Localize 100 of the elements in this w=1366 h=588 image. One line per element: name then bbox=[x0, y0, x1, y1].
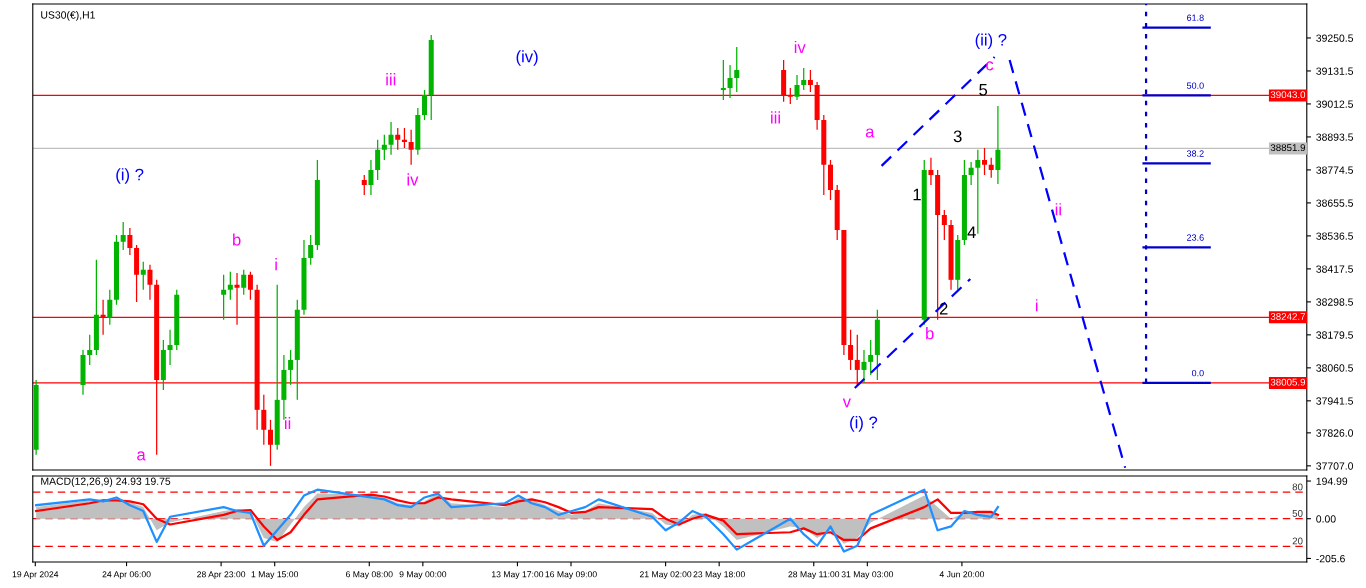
candlestick bbox=[928, 157, 934, 186]
annotation: 2 bbox=[939, 302, 948, 315]
candlestick bbox=[868, 339, 874, 376]
candlestick bbox=[221, 274, 227, 321]
x-tick-label: 1 May 15:00 bbox=[251, 571, 299, 580]
x-tick-label: 28 May 11:00 bbox=[788, 571, 840, 580]
annotation: (iv) bbox=[516, 50, 538, 66]
candlestick bbox=[388, 121, 394, 156]
y-tick-label: 37707.0 bbox=[1316, 462, 1354, 470]
candlestick bbox=[308, 234, 314, 266]
annotation: 80 bbox=[1292, 483, 1303, 491]
x-tick-label: 4 Jun 20:00 bbox=[939, 571, 985, 578]
y-tick-label: 39131.5 bbox=[1316, 67, 1354, 75]
candlestick bbox=[261, 394, 267, 446]
annotation: a bbox=[137, 451, 146, 461]
candlestick bbox=[801, 67, 807, 91]
candlestick bbox=[227, 271, 233, 301]
y-tick-label: 194.99 bbox=[1316, 477, 1348, 485]
candlestick bbox=[975, 149, 981, 235]
y-tick-label: 38893.5 bbox=[1316, 133, 1354, 141]
x-tick-label: 19 Apr 2024 bbox=[12, 571, 59, 580]
ref-line-label: 39043.0 bbox=[1270, 91, 1306, 99]
x-tick-label: 16 May 09:00 bbox=[545, 571, 597, 580]
candlestick bbox=[807, 69, 813, 93]
annotation: (ii) ? bbox=[975, 33, 1007, 50]
candlestick bbox=[381, 134, 387, 161]
candlestick bbox=[982, 147, 988, 176]
candlestick bbox=[147, 264, 153, 301]
x-tick-label: 21 May 02:00 bbox=[639, 571, 692, 580]
candlestick bbox=[794, 74, 800, 101]
candlestick bbox=[395, 127, 401, 151]
candlestick bbox=[848, 329, 854, 371]
annotation: b bbox=[233, 233, 241, 246]
line-series bbox=[35, 488, 1000, 553]
y-tick-label: 39012.5 bbox=[1316, 100, 1354, 108]
annotation: 3 bbox=[953, 130, 962, 143]
candlestick bbox=[87, 334, 93, 366]
candlestick bbox=[408, 129, 414, 166]
y-tick-label: 0.00 bbox=[1316, 515, 1336, 523]
series-label: 50.0 bbox=[1186, 82, 1204, 89]
x-tick-label: 31 May 03:00 bbox=[841, 571, 894, 580]
chart-title: MACD(12,26,9) 24.93 19.75 bbox=[41, 477, 171, 487]
candlestick bbox=[288, 349, 294, 386]
annotation: 50 bbox=[1292, 509, 1303, 517]
y-tick-label: 38298.5 bbox=[1316, 298, 1354, 306]
candlestick bbox=[941, 209, 947, 241]
annotation: (i) ? bbox=[850, 416, 878, 432]
candlestick bbox=[375, 139, 381, 181]
series-label: 0.0 bbox=[1191, 369, 1204, 377]
annotation: iii bbox=[386, 73, 396, 86]
annotation: ii bbox=[1055, 203, 1061, 216]
x-tick-label: 24 Apr 06:00 bbox=[102, 571, 151, 580]
candlestick bbox=[727, 64, 733, 99]
candlestick bbox=[361, 174, 367, 196]
candlestick bbox=[995, 105, 1001, 185]
annotation: i bbox=[1035, 299, 1038, 312]
text: US30(€),H1 bbox=[41, 10, 95, 21]
candlestick bbox=[120, 221, 126, 251]
candlestick bbox=[268, 419, 274, 467]
candlestick bbox=[368, 159, 374, 196]
y-tick-label: 39250.5 bbox=[1316, 34, 1354, 42]
candlestick bbox=[140, 261, 146, 291]
x-tick-label: 9 May 00:00 bbox=[399, 571, 447, 580]
candlestick bbox=[422, 89, 428, 121]
series-label: 61.8 bbox=[1187, 14, 1204, 21]
y-tick-label: 38655.5 bbox=[1316, 199, 1354, 207]
y-tick-label: 38417.5 bbox=[1316, 265, 1354, 273]
candlestick bbox=[968, 161, 974, 186]
annotation: 4 bbox=[967, 226, 976, 239]
candlestick bbox=[107, 289, 113, 326]
annotation: 1 bbox=[913, 188, 921, 201]
candlestick bbox=[734, 46, 740, 93]
y-tick-label: 38179.5 bbox=[1316, 331, 1354, 339]
y-tick-label: -205.6 bbox=[1316, 554, 1345, 563]
annotation: c bbox=[986, 61, 994, 71]
candlestick bbox=[247, 271, 253, 301]
annotation: ii bbox=[285, 417, 291, 430]
y-tick-label: 37941.5 bbox=[1316, 397, 1354, 405]
annotation: iv bbox=[794, 40, 806, 54]
candlestick bbox=[401, 127, 407, 149]
y-tick-label: 38060.5 bbox=[1316, 364, 1354, 372]
ref-line-label: 38242.7 bbox=[1270, 313, 1306, 320]
annotation: (i) ? bbox=[116, 168, 144, 184]
series-label: 38.2 bbox=[1186, 150, 1204, 157]
annotation: 20 bbox=[1292, 537, 1303, 545]
x-tick-label: 23 May 18:00 bbox=[693, 571, 745, 580]
candlestick bbox=[241, 269, 247, 296]
annotation: i bbox=[275, 258, 277, 271]
x-tick-label: 6 May 08:00 bbox=[346, 571, 393, 580]
x-tick-label: 28 Apr 23:00 bbox=[197, 571, 246, 580]
y-tick-label: 38774.5 bbox=[1316, 166, 1354, 174]
candlestick bbox=[127, 227, 133, 256]
annotation: 5 bbox=[979, 83, 988, 96]
candlestick bbox=[861, 349, 867, 384]
candlestick bbox=[167, 329, 173, 366]
candlestick bbox=[720, 59, 726, 101]
x-tick-label: 13 May 17:00 bbox=[492, 571, 544, 580]
y-tick-label: 38536.5 bbox=[1316, 232, 1354, 240]
annotation: a bbox=[865, 128, 875, 138]
ref-line-label: 38851.9 bbox=[1270, 144, 1306, 152]
